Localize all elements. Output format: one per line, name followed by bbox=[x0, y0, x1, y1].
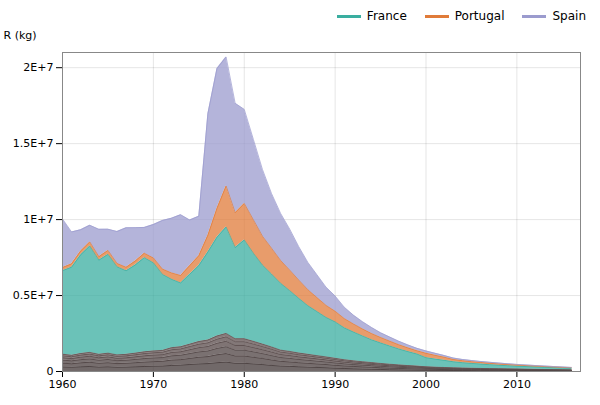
svg-text:2E+7: 2E+7 bbox=[23, 61, 53, 74]
svg-text:2000: 2000 bbox=[412, 378, 440, 391]
svg-text:2010: 2010 bbox=[503, 378, 531, 391]
html-text:Portugal: Portugal bbox=[454, 9, 505, 23]
svg-text:1960: 1960 bbox=[49, 378, 77, 391]
svg-text:1980: 1980 bbox=[230, 378, 258, 391]
svg-text:1.5E+7: 1.5E+7 bbox=[13, 137, 54, 150]
svg-text:1970: 1970 bbox=[139, 378, 167, 391]
svg-text:0: 0 bbox=[47, 365, 54, 378]
html-text:France: France bbox=[366, 9, 407, 23]
svg-text:R (kg): R (kg) bbox=[4, 29, 37, 42]
svg-text:1990: 1990 bbox=[321, 378, 349, 391]
html-text:Spain: Spain bbox=[552, 9, 586, 23]
svg-text:0.5E+7: 0.5E+7 bbox=[13, 289, 54, 302]
svg-text:1E+7: 1E+7 bbox=[23, 213, 53, 226]
